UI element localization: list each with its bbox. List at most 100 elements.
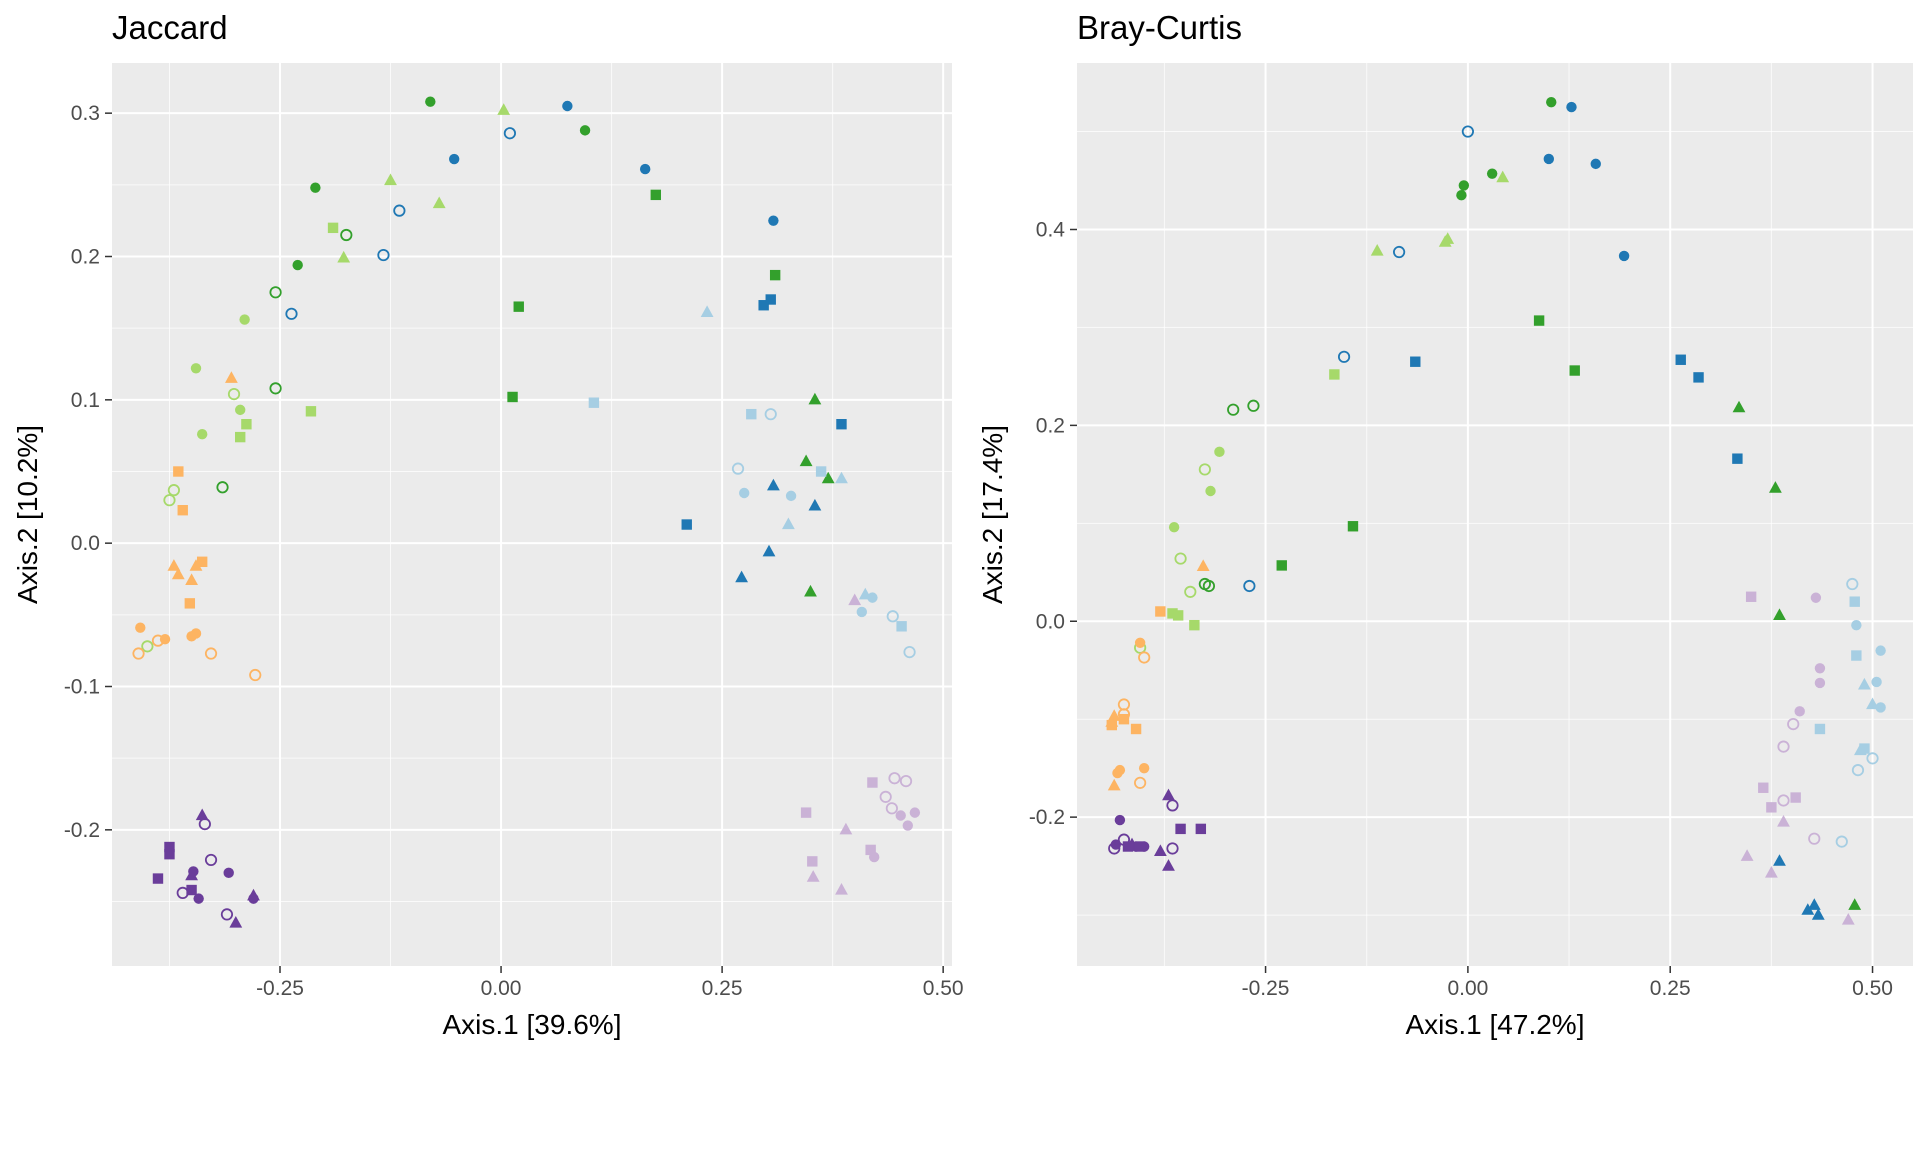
bray-curtis-point-green-circle (1456, 190, 1467, 201)
jaccard-point-light-green-square (305, 406, 317, 417)
jaccard-point-orange-circle (190, 628, 202, 639)
jaccard-point-light-blue-square (746, 408, 757, 420)
jaccard-point-orange-square (173, 466, 184, 477)
jaccard-point-orange-triangle (171, 567, 185, 580)
bray-curtis-point-dark-blue-circle (1590, 158, 1601, 170)
bray-curtis-x-tick-label: -0.25 (1242, 977, 1290, 1000)
bray-curtis-y-tick-label: 0.2 (1036, 414, 1065, 437)
jaccard-point-dark-blue-triangle (808, 498, 822, 511)
bray-curtis-point-orange-triangle (1107, 778, 1121, 791)
jaccard-point-light-blue-circle-open (731, 462, 745, 475)
jaccard-point-light-green-triangle (497, 103, 511, 115)
bray-curtis-point-orange-circle-open (1117, 708, 1131, 721)
jaccard-y-tick-label: -0.1 (64, 676, 100, 699)
bray-curtis-point-purple-triangle (1162, 788, 1175, 801)
jaccard-point-purple-square (164, 841, 175, 853)
bray-curtis-point-orange-square (1106, 719, 1117, 731)
bray-curtis-point-dark-blue-circle-open (1392, 245, 1406, 259)
bray-curtis-point-light-blue-circle-open (1846, 577, 1859, 591)
jaccard-point-light-purple-circle (909, 807, 921, 818)
bray-curtis-point-orange-square (1130, 723, 1142, 735)
bray-curtis-point-orange-circle (1138, 762, 1150, 774)
jaccard-y-axis-title: Axis.2 [10.2%] (12, 425, 43, 604)
bray-curtis-point-light-blue-circle (1875, 702, 1886, 713)
jaccard-y-tick-label: -0.2 (64, 819, 100, 842)
jaccard-point-light-green-circle-open (227, 387, 241, 401)
bray-curtis-point-green-triangle (1769, 481, 1782, 493)
bray-curtis-point-light-purple-triangle (1765, 866, 1778, 878)
bray-curtis-point-orange-circle-open (1134, 776, 1147, 789)
jaccard-point-light-purple-triangle (839, 822, 853, 835)
jaccard-point-purple-circle (248, 893, 259, 904)
bray-curtis-y-tick-label: 0.4 (1036, 218, 1066, 241)
bray-curtis-point-light-purple-circle-open (1777, 740, 1790, 753)
bray-curtis-point-orange-circle (1134, 637, 1146, 649)
jaccard-point-purple-triangle (229, 916, 243, 928)
jaccard-point-green-triangle (804, 584, 817, 597)
bray-curtis-point-purple-square (1122, 841, 1134, 852)
jaccard-point-green-circle-open (269, 382, 282, 395)
jaccard-point-light-blue-circle (739, 487, 750, 499)
bray-curtis-point-purple-circle (1114, 814, 1126, 826)
bray-curtis-point-purple-triangle (1154, 844, 1167, 856)
bray-curtis-y-tick-label: 0.0 (1036, 610, 1065, 633)
bray-curtis-point-light-purple-circle-open (1808, 832, 1821, 845)
jaccard-point-dark-blue-circle (448, 153, 460, 165)
jaccard-point-light-green-square (327, 222, 339, 234)
bray-curtis-point-purple-square (1175, 823, 1186, 835)
jaccard-point-light-blue-circle (867, 592, 878, 603)
jaccard-point-orange-circle-open (204, 647, 218, 660)
jaccard-point-purple-circle-open (176, 886, 189, 900)
bray-curtis-point-light-green-circle-open (1174, 552, 1187, 565)
jaccard-point-dark-blue-circle-open (503, 127, 516, 140)
jaccard-point-green-triangle (821, 471, 835, 484)
bray-curtis-point-dark-blue-circle-open (1337, 350, 1351, 363)
jaccard-point-orange-circle-open (249, 668, 262, 682)
jaccard-point-green-circle (310, 182, 321, 193)
bray-curtis-point-dark-blue-triangle (1801, 903, 1815, 915)
jaccard-point-orange-circle-open (132, 647, 145, 660)
jaccard-point-purple-circle (193, 893, 204, 904)
jaccard-x-axis-title: Axis.1 [39.6%] (443, 1009, 622, 1040)
jaccard-point-orange-triangle (189, 559, 203, 571)
jaccard-point-light-purple-circle (868, 851, 880, 863)
jaccard-point-dark-blue-triangle (762, 544, 776, 557)
bray-curtis-x-tick-label: 0.25 (1650, 977, 1691, 1000)
bray-curtis-x-tick-label: 0.50 (1852, 977, 1893, 1000)
jaccard-point-purple-triangle (195, 808, 209, 821)
bray-curtis-point-purple-square (1134, 841, 1146, 852)
jaccard-point-dark-blue-circle-open (393, 204, 406, 217)
bray-curtis-point-dark-blue-circle (1543, 153, 1555, 165)
jaccard-point-light-green-square (241, 419, 252, 430)
jaccard-point-light-blue-square (588, 397, 600, 408)
bray-curtis-point-light-blue-circle-open (1866, 752, 1879, 765)
bray-curtis-point-light-purple-circle-open (1777, 794, 1790, 807)
bray-curtis-point-light-purple-circle-open (1787, 717, 1800, 731)
jaccard-point-dark-blue-circle (639, 163, 651, 175)
bray-curtis-point-dark-blue-circle-open (1461, 125, 1474, 138)
bray-curtis-point-light-blue-circle (1875, 645, 1886, 656)
jaccard-point-light-green-triangle (384, 173, 397, 186)
jaccard-point-green-circle-open (216, 481, 229, 494)
jaccard-point-dark-blue-square (765, 294, 776, 305)
jaccard-point-light-purple-triangle (848, 593, 862, 606)
jaccard-point-light-purple-circle (895, 810, 906, 821)
jaccard-point-dark-blue-triangle (767, 478, 780, 491)
jaccard-point-orange-square (177, 505, 188, 516)
bray-curtis-point-light-green-square (1172, 610, 1184, 621)
bray-curtis-panel: -0.25 0.00 0.25 0.50 -0.2 0.0 0.2 0.4 Bray-Curti… (977, 9, 1913, 1040)
jaccard-point-light-blue-triangle (700, 305, 714, 317)
bray-curtis-point-green-circle-open (1227, 403, 1240, 416)
bray-curtis-point-orange-square (1155, 606, 1166, 617)
bray-curtis-point-green-square (1276, 560, 1287, 571)
jaccard-point-purple-square (186, 884, 197, 896)
jaccard-point-purple-square (164, 849, 175, 860)
bray-curtis-point-dark-blue-triangle (1811, 908, 1825, 920)
jaccard-point-purple-circle-open (204, 853, 218, 867)
jaccard-point-light-purple-square (800, 807, 812, 818)
bray-curtis-point-orange-circle-open (1138, 651, 1151, 664)
bray-curtis-point-purple-triangle (1162, 859, 1175, 871)
bray-curtis-y-axis-title: Axis.2 [17.4%] (977, 425, 1008, 604)
jaccard-point-green-circle-open (340, 228, 353, 242)
bray-curtis-point-light-blue-triangle (1858, 677, 1871, 690)
